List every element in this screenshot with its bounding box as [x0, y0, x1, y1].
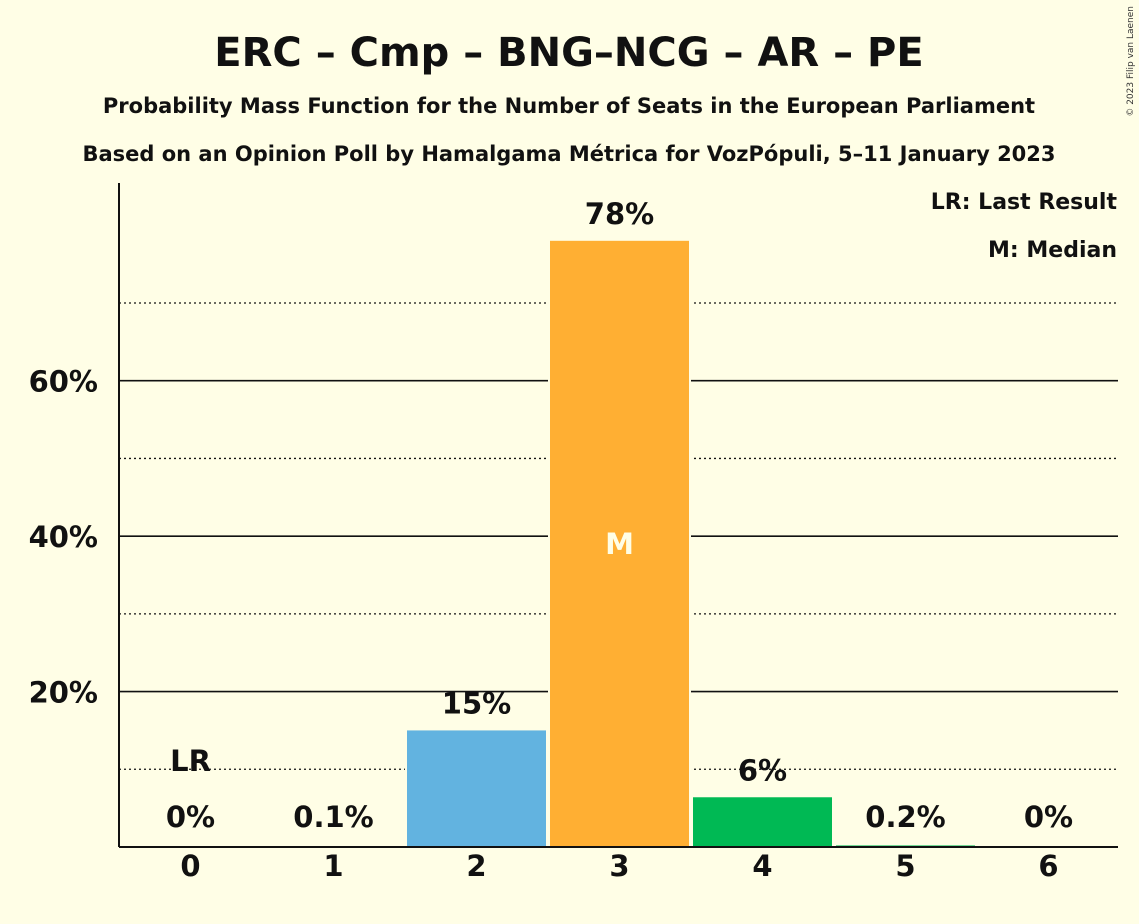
bar-gap — [262, 844, 405, 847]
legend-last-result: LR: Last Result — [931, 190, 1118, 215]
x-tick-label: 0 — [180, 849, 200, 883]
data-label-seat-5: 0.2% — [865, 800, 945, 834]
y-tick-label: 60% — [29, 365, 98, 399]
bar-seat-4 — [693, 797, 832, 847]
bars — [262, 238, 977, 848]
bar-seat-2 — [407, 730, 546, 847]
last-result-marker: LR — [170, 744, 211, 778]
legend-median: M: Median — [988, 238, 1117, 263]
bar-gap — [834, 843, 977, 847]
chart-subtitle-source: Based on an Opinion Poll by Hamalgama Mé… — [82, 142, 1055, 166]
x-tick-label: 6 — [1038, 849, 1058, 883]
y-tick-label: 20% — [29, 676, 98, 710]
data-label-seat-3: 78% — [585, 197, 654, 231]
x-tick-label: 2 — [466, 849, 486, 883]
x-tick-label: 5 — [895, 849, 915, 883]
data-label-seat-2: 15% — [442, 686, 511, 720]
data-label-seat-1: 0.1% — [293, 800, 373, 834]
data-label-seat-6: 0% — [1024, 800, 1073, 834]
bar-seat-3 — [550, 240, 689, 848]
data-label-seat-4: 6% — [738, 753, 787, 787]
data-label-seat-0: 0% — [166, 800, 215, 834]
y-tick-label: 40% — [29, 520, 98, 554]
copyright-notice: © 2023 Filip van Laenen — [1126, 6, 1136, 117]
chart-subtitle: Probability Mass Function for the Number… — [103, 94, 1035, 118]
x-tick-label: 3 — [609, 849, 629, 883]
chart-title: ERC – Cmp – BNG–NCG – AR – PE — [214, 30, 923, 76]
data-labels: 0% LR 0.1% 15% 78% M 6% 0.2% 0% — [166, 197, 1073, 834]
x-tick-label: 4 — [752, 849, 772, 883]
median-marker: M — [605, 527, 634, 561]
axes: 20% 40% 60% 0 1 2 3 4 5 6 — [29, 183, 1118, 883]
x-tick-label: 1 — [323, 849, 343, 883]
